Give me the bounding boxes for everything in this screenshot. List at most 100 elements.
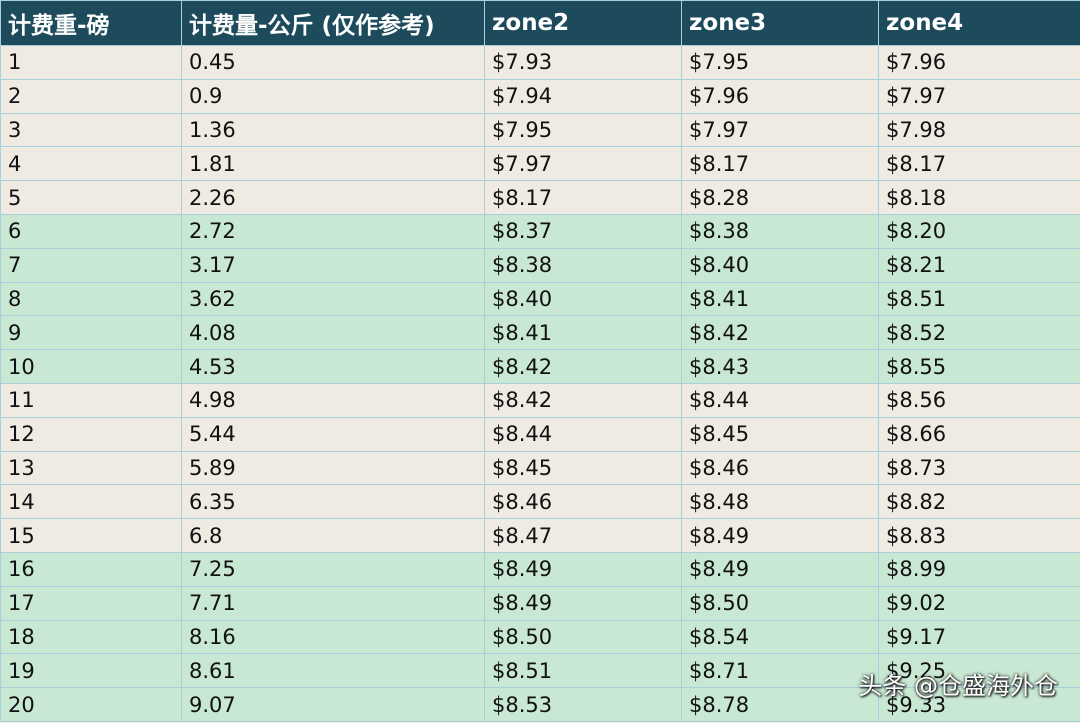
cell: $7.97 [681,112,879,148]
table-row: 2 0.9 $7.94 $7.96 $7.97 [0,78,1080,114]
cell: $9.02 [878,585,1080,621]
cell: $8.40 [681,247,879,283]
cell: 4.08 [181,315,485,351]
cell: 1 [0,45,182,80]
cell: $8.42 [484,382,682,418]
table-row: 20 9.07 $8.53 $8.78 $9.33 [0,687,1080,722]
cell: $8.48 [681,484,879,520]
cell: $8.40 [484,281,682,317]
cell: $9.25 [878,653,1080,689]
cell: 2.26 [181,180,485,215]
cell: 3.17 [181,247,485,283]
cell: 6 [0,213,182,249]
column-header: zone2 [484,0,682,46]
cell: $9.33 [878,687,1080,722]
table-row: 8 3.62 $8.40 $8.41 $8.51 [0,281,1080,317]
cell: $7.93 [484,45,682,80]
table-row: 10 4.53 $8.42 $8.43 $8.55 [0,349,1080,384]
cell: 2.72 [181,213,485,249]
cell: 8.16 [181,619,485,655]
cell: $8.56 [878,382,1080,418]
cell: 2 [0,78,182,114]
cell: $8.52 [878,315,1080,351]
cell: $8.38 [484,247,682,283]
cell: $7.98 [878,112,1080,148]
cell: $8.38 [681,213,879,249]
cell: $8.54 [681,619,879,655]
cell: $8.41 [681,281,879,317]
cell: $8.46 [681,450,879,486]
cell: $8.66 [878,416,1080,452]
cell: $8.73 [878,450,1080,486]
table-row: 13 5.89 $8.45 $8.46 $8.73 [0,450,1080,486]
cell: $8.51 [484,653,682,689]
cell: 4.98 [181,382,485,418]
cell: 14 [0,484,182,520]
cell: $7.97 [878,78,1080,114]
cell: 4 [0,146,182,182]
cell: $8.45 [484,450,682,486]
cell: $8.78 [681,687,879,722]
cell: 15 [0,518,182,553]
cell: 7.25 [181,551,485,587]
cell: $8.83 [878,518,1080,553]
cell: $8.42 [681,315,879,351]
cell: $8.37 [484,213,682,249]
cell: $8.51 [878,281,1080,317]
cell: $8.17 [878,146,1080,182]
table-row: 14 6.35 $8.46 $8.48 $8.82 [0,484,1080,520]
table-row: 19 8.61 $8.51 $8.71 $9.25 [0,653,1080,689]
cell: $8.49 [484,585,682,621]
cell: $8.41 [484,315,682,351]
cell: $8.49 [484,551,682,587]
cell: $8.28 [681,180,879,215]
cell: $8.82 [878,484,1080,520]
cell: 17 [0,585,182,621]
cell: $8.20 [878,213,1080,249]
cell: $7.97 [484,146,682,182]
table-row: 7 3.17 $8.38 $8.40 $8.21 [0,247,1080,283]
table-row: 9 4.08 $8.41 $8.42 $8.52 [0,315,1080,351]
table-row: 1 0.45 $7.93 $7.95 $7.96 [0,45,1080,80]
table-row: 17 7.71 $8.49 $8.50 $9.02 [0,585,1080,621]
cell: 7 [0,247,182,283]
cell: 5.44 [181,416,485,452]
column-header: 计费重-磅 [0,0,182,46]
cell: $8.42 [484,349,682,384]
cell: 16 [0,551,182,587]
cell: 11 [0,382,182,418]
cell: 0.45 [181,45,485,80]
cell: $8.21 [878,247,1080,283]
cell: 6.35 [181,484,485,520]
column-header: 计费量-公斤 (仅作参考) [181,0,485,46]
cell: $8.99 [878,551,1080,587]
table-row: 11 4.98 $8.42 $8.44 $8.56 [0,382,1080,418]
cell: 10 [0,349,182,384]
table-row: 6 2.72 $8.37 $8.38 $8.20 [0,213,1080,249]
table-row: 15 6.8 $8.47 $8.49 $8.83 [0,518,1080,553]
cell: $8.17 [484,180,682,215]
cell: $8.55 [878,349,1080,384]
cell: 8 [0,281,182,317]
cell: $8.18 [878,180,1080,215]
cell: $8.44 [484,416,682,452]
table-row: 5 2.26 $8.17 $8.28 $8.18 [0,180,1080,215]
cell: 4.53 [181,349,485,384]
cell: 12 [0,416,182,452]
cell: 20 [0,687,182,722]
cell: $8.44 [681,382,879,418]
cell: 6.8 [181,518,485,553]
cell: $7.96 [681,78,879,114]
table-row: 18 8.16 $8.50 $8.54 $9.17 [0,619,1080,655]
cell: $8.50 [484,619,682,655]
cell: $7.94 [484,78,682,114]
cell: $8.46 [484,484,682,520]
cell: 19 [0,653,182,689]
cell: $7.95 [681,45,879,80]
cell: 1.81 [181,146,485,182]
cell: $8.50 [681,585,879,621]
cell: 9.07 [181,687,485,722]
cell: $8.43 [681,349,879,384]
